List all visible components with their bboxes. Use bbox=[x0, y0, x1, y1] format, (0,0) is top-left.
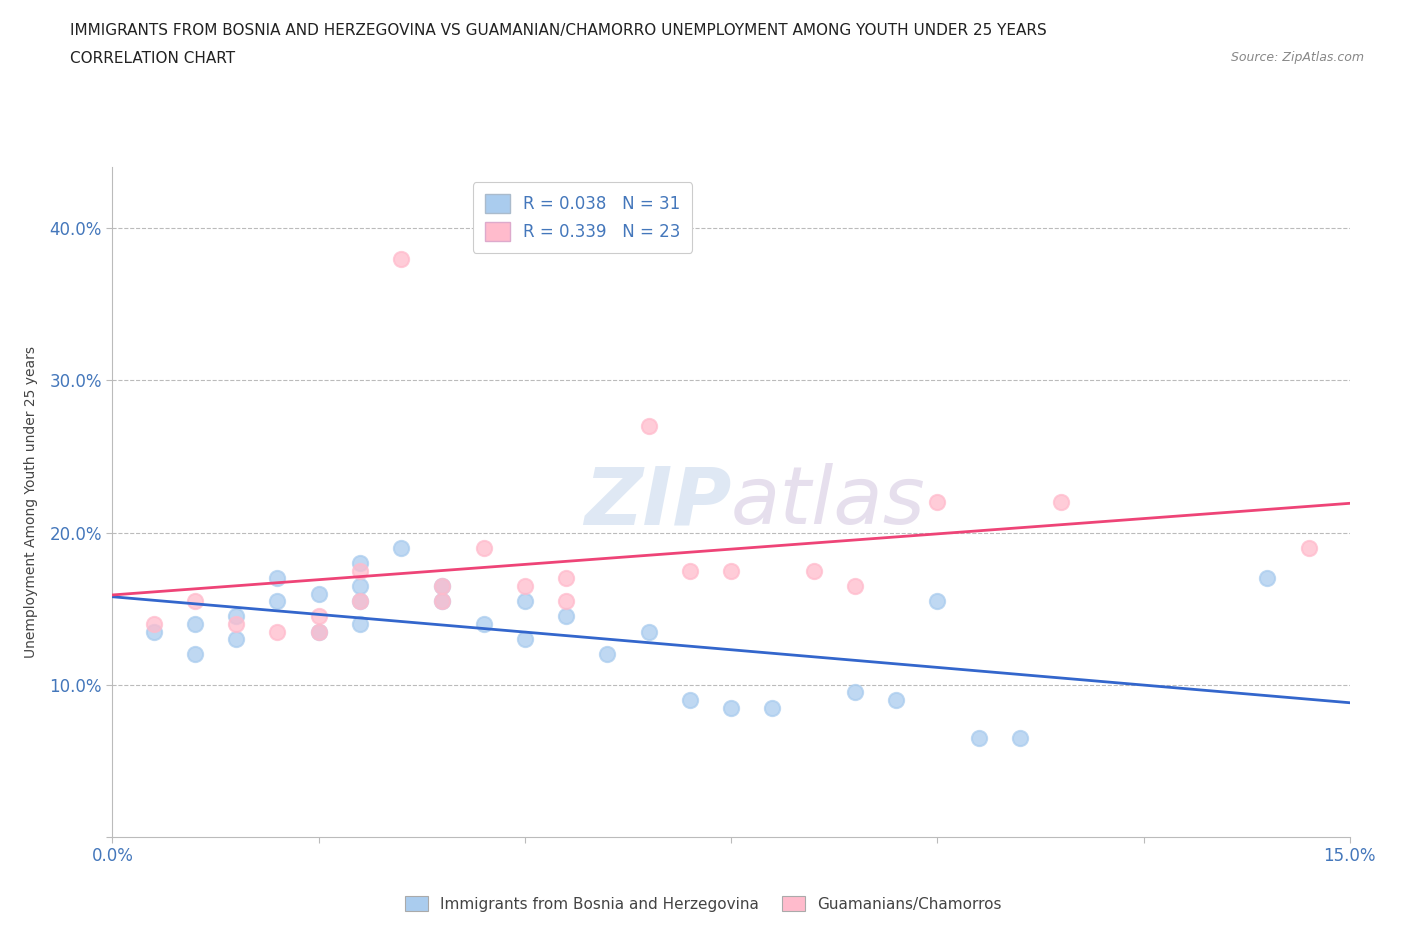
Point bbox=[184, 593, 207, 608]
Point bbox=[389, 251, 412, 266]
Legend: R = 0.038   N = 31, R = 0.339   N = 23: R = 0.038 N = 31, R = 0.339 N = 23 bbox=[474, 182, 692, 253]
Text: atlas: atlas bbox=[731, 463, 927, 541]
Point bbox=[844, 685, 866, 700]
Point bbox=[308, 624, 330, 639]
Point bbox=[513, 631, 536, 646]
Point bbox=[184, 647, 207, 662]
Point bbox=[637, 418, 659, 433]
Point bbox=[927, 593, 949, 608]
Point bbox=[513, 578, 536, 593]
Point bbox=[555, 609, 578, 624]
Point bbox=[927, 495, 949, 510]
Point bbox=[555, 571, 578, 586]
Point bbox=[349, 555, 371, 570]
Text: Source: ZipAtlas.com: Source: ZipAtlas.com bbox=[1230, 51, 1364, 64]
Point bbox=[844, 578, 866, 593]
Point bbox=[803, 564, 825, 578]
Point bbox=[720, 564, 742, 578]
Point bbox=[1256, 571, 1278, 586]
Point bbox=[432, 593, 454, 608]
Point bbox=[266, 571, 288, 586]
Point bbox=[472, 540, 495, 555]
Point bbox=[637, 624, 659, 639]
Point bbox=[225, 617, 247, 631]
Point bbox=[349, 617, 371, 631]
Point bbox=[720, 700, 742, 715]
Text: IMMIGRANTS FROM BOSNIA AND HERZEGOVINA VS GUAMANIAN/CHAMORRO UNEMPLOYMENT AMONG : IMMIGRANTS FROM BOSNIA AND HERZEGOVINA V… bbox=[70, 23, 1047, 38]
Point bbox=[679, 564, 702, 578]
Point bbox=[432, 593, 454, 608]
Point bbox=[432, 578, 454, 593]
Point bbox=[349, 564, 371, 578]
Point bbox=[884, 693, 907, 708]
Point bbox=[308, 624, 330, 639]
Point bbox=[225, 609, 247, 624]
Point bbox=[266, 593, 288, 608]
Point bbox=[967, 731, 990, 746]
Point bbox=[389, 540, 412, 555]
Point bbox=[761, 700, 783, 715]
Point bbox=[308, 609, 330, 624]
Point bbox=[349, 578, 371, 593]
Text: CORRELATION CHART: CORRELATION CHART bbox=[70, 51, 235, 66]
Point bbox=[596, 647, 619, 662]
Point bbox=[266, 624, 288, 639]
Point bbox=[142, 617, 165, 631]
Point bbox=[472, 617, 495, 631]
Point bbox=[184, 617, 207, 631]
Point bbox=[142, 624, 165, 639]
Point bbox=[1008, 731, 1031, 746]
Y-axis label: Unemployment Among Youth under 25 years: Unemployment Among Youth under 25 years bbox=[24, 346, 38, 658]
Point bbox=[349, 593, 371, 608]
Legend: Immigrants from Bosnia and Herzegovina, Guamanians/Chamorros: Immigrants from Bosnia and Herzegovina, … bbox=[399, 889, 1007, 918]
Point bbox=[513, 593, 536, 608]
Point bbox=[432, 578, 454, 593]
Point bbox=[555, 593, 578, 608]
Point bbox=[349, 593, 371, 608]
Text: ZIP: ZIP bbox=[583, 463, 731, 541]
Point bbox=[225, 631, 247, 646]
Point bbox=[1298, 540, 1320, 555]
Point bbox=[308, 586, 330, 601]
Point bbox=[679, 693, 702, 708]
Point bbox=[1050, 495, 1073, 510]
